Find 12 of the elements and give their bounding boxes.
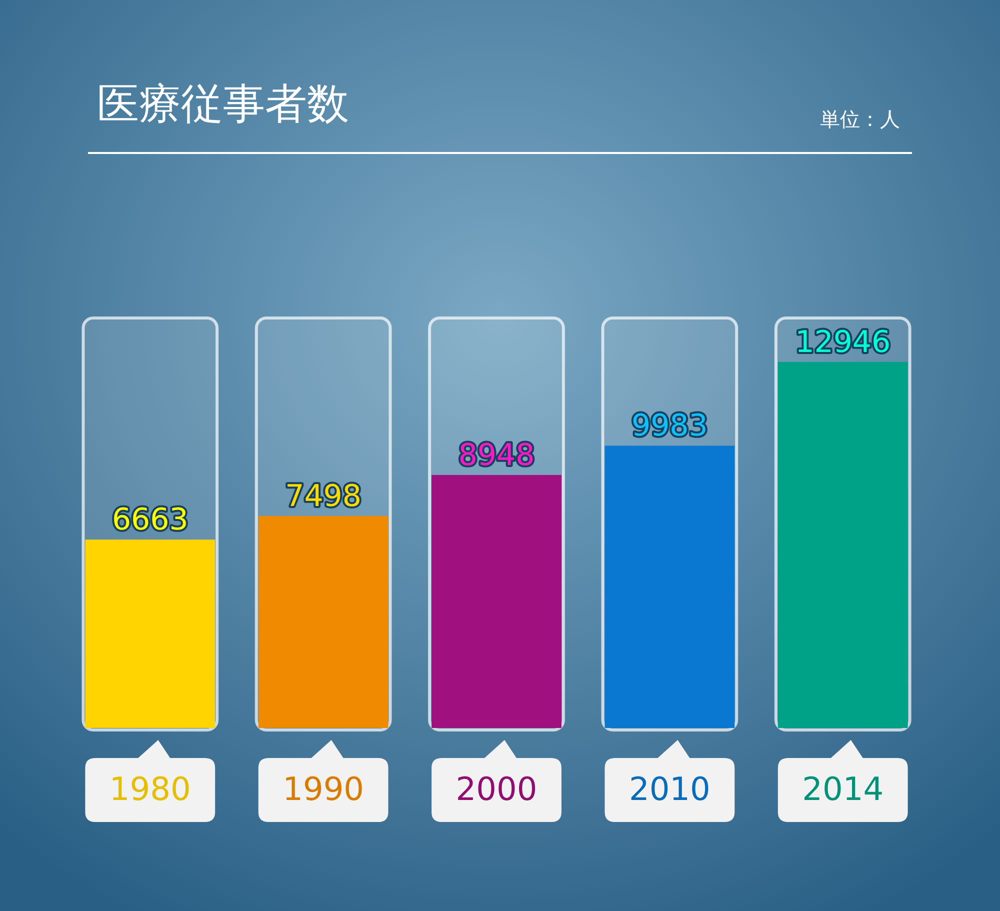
x-tick-label: 1980 [109,770,191,808]
chart-title: 医療従事者数 [97,79,349,128]
x-tick-label: 1990 [282,770,364,808]
text: 単位：人 [820,107,900,131]
data-label: 8948 [458,438,535,473]
x-tick-label: 2014 [802,770,884,808]
data-label: 7498 [285,478,362,514]
x-tick-label: 2010 [628,770,710,808]
data-label: 6663 [112,502,188,538]
data-label: 12946 [795,324,891,360]
x-tick-label: 2000 [456,770,538,808]
data-label: 9983 [632,408,708,444]
